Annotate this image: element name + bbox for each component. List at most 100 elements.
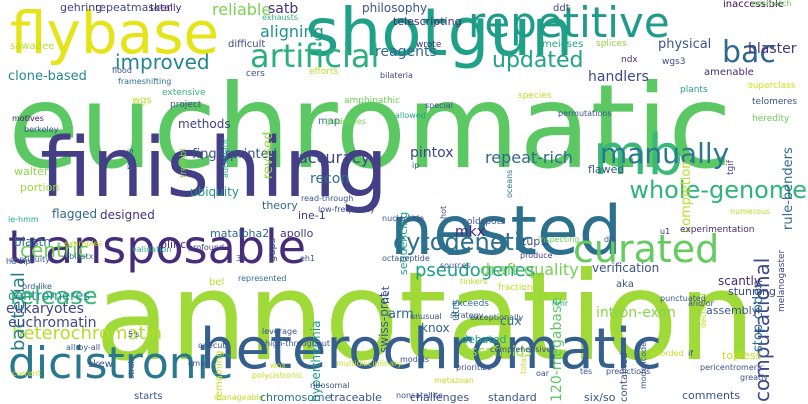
word-challenges: challenges bbox=[410, 391, 470, 404]
word-matalpha2: matalpha2 bbox=[210, 227, 270, 240]
word-examples: examples bbox=[64, 239, 103, 248]
word-scaffolds: scaffolds bbox=[470, 344, 532, 360]
word-allowed: allowed bbox=[395, 111, 426, 120]
word-heterochromatic: heterochromatic bbox=[200, 317, 662, 382]
word-mkx: mkx bbox=[455, 224, 486, 240]
word-contiguity: contiguity bbox=[10, 255, 50, 264]
word-flood: flood bbox=[112, 66, 132, 75]
word-wox: wox bbox=[270, 361, 286, 370]
word-cux: cux bbox=[500, 314, 522, 328]
word-comments: comments bbox=[682, 389, 740, 402]
word-fingerprinted: fingerprinted bbox=[192, 147, 277, 162]
word-project: project bbox=[170, 100, 202, 110]
word-dfs: dfs bbox=[604, 235, 617, 244]
word-aligning: aligning bbox=[260, 22, 324, 41]
word-debated: debated bbox=[461, 333, 507, 346]
word-motives: motives bbox=[12, 114, 44, 123]
word-strategy: strategy bbox=[450, 311, 484, 320]
word-total: total bbox=[519, 355, 528, 374]
word-guidelines: guidelines bbox=[325, 117, 366, 126]
word-heterochromatin: heterochromatin bbox=[12, 323, 162, 344]
word-difficult: difficult bbox=[228, 39, 266, 50]
word-gehring: gehring bbox=[60, 1, 103, 14]
word-aka: aka bbox=[616, 279, 634, 290]
word-hmr: hmr bbox=[552, 299, 569, 308]
word-map: map bbox=[318, 116, 341, 127]
word-pseudogenes: pseudogenes bbox=[415, 260, 536, 281]
word-species: species bbox=[518, 91, 552, 101]
word-cmp: cmp bbox=[188, 359, 206, 368]
word-sawadee: sawadee bbox=[10, 41, 55, 52]
word-skew: skew bbox=[88, 359, 113, 370]
word-euchromatic: euchromatic bbox=[8, 60, 732, 195]
word-prd-like: prd-like bbox=[22, 282, 52, 291]
word-fraction: fraction bbox=[498, 283, 533, 293]
word-read-through: read-through bbox=[301, 194, 354, 203]
word-eh1: eh1 bbox=[300, 254, 316, 263]
word-repetitive: repetitive bbox=[468, 0, 670, 47]
word-draft-quality: draft-quality bbox=[480, 260, 579, 279]
word-extensive: extensive bbox=[162, 88, 206, 98]
word-permutations: permutations bbox=[558, 109, 612, 118]
word-telomeres: telomeres bbox=[752, 97, 798, 107]
word-walter: walter bbox=[14, 165, 49, 178]
word-flagged: flagged bbox=[52, 207, 98, 221]
word-contained: contained bbox=[619, 352, 630, 402]
word-reliable: reliable bbox=[212, 0, 272, 19]
word-oar: oar bbox=[536, 369, 550, 378]
word-strain: strain bbox=[127, 356, 136, 379]
word-standard: standard bbox=[488, 391, 537, 404]
word-clone-based: clone-based bbox=[8, 69, 87, 84]
word-centric: centric bbox=[20, 238, 89, 262]
word-exhausts: exhausts bbox=[262, 13, 299, 22]
word-ubiquity: ubiquity bbox=[190, 185, 239, 199]
word-stunning: stunning bbox=[728, 285, 776, 298]
word-pintox: pintox bbox=[410, 145, 454, 161]
word-sources: sources bbox=[440, 261, 471, 270]
word-octapeptide: octapeptide bbox=[382, 254, 430, 263]
word-heredity: heredity bbox=[752, 114, 790, 124]
word-eukaryotes: eukaryotes bbox=[6, 301, 84, 317]
word-profound: profound bbox=[188, 243, 225, 252]
word-manually: manually bbox=[600, 137, 730, 170]
word-manageable: manageable bbox=[214, 393, 264, 402]
word-blaster: blaster bbox=[748, 41, 797, 57]
word-het: het bbox=[379, 285, 392, 304]
word-artificial: artificial bbox=[250, 37, 380, 75]
word-assembly: assembly bbox=[706, 304, 759, 317]
word-shotgun: shotgun bbox=[305, 0, 574, 71]
word-meioses: meioses bbox=[542, 39, 584, 50]
word-ie-hmm: ie-hmm bbox=[8, 215, 39, 224]
word-tinkers: tinkers bbox=[460, 277, 488, 286]
word-5-s: 5's bbox=[128, 330, 140, 339]
word-prioritize: prioritize bbox=[456, 363, 492, 372]
word-mismatch: mismatch bbox=[752, 0, 792, 8]
word-cers: cers bbox=[246, 69, 265, 79]
word-handlers: handlers bbox=[588, 69, 649, 85]
word-current: current bbox=[12, 369, 41, 378]
word-ndx: ndx bbox=[621, 55, 638, 65]
word-ine-1: ine-1 bbox=[298, 209, 326, 222]
word-completion: completion bbox=[679, 160, 694, 233]
word-afforded: afforded bbox=[650, 349, 684, 358]
word-leverage: leverage bbox=[262, 327, 297, 336]
word-validation: validation bbox=[132, 245, 172, 254]
word-knox: knox bbox=[421, 321, 450, 335]
word-wrote: wrote bbox=[416, 40, 442, 50]
word-wgs: wgs bbox=[132, 95, 152, 106]
word-oceans: oceans bbox=[505, 169, 514, 198]
word-metazoan: metazoan bbox=[434, 376, 474, 385]
word-low-frequency: low-frequency bbox=[318, 205, 375, 214]
word-hd-zip: hd-zip bbox=[6, 257, 31, 266]
word-tes: tes bbox=[580, 367, 593, 376]
word-tblastx: tblastx bbox=[66, 252, 94, 261]
word-accuracy: accuracy bbox=[298, 148, 371, 167]
word-dicistronic: dicistronic bbox=[8, 338, 234, 389]
word-apollo: apollo bbox=[280, 227, 314, 240]
word-comprehensive: comprehensive bbox=[490, 345, 552, 354]
word-multidisciplinary: multidisciplinary bbox=[336, 359, 403, 368]
word-verification: verification bbox=[592, 261, 660, 275]
word-polycistronic: polycistronic bbox=[252, 371, 303, 380]
word-centromeres: centromeres bbox=[8, 289, 90, 304]
